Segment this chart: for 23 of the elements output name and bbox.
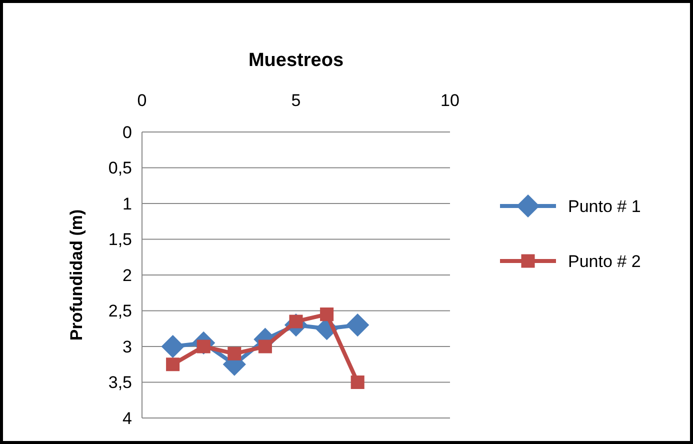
point [346, 314, 369, 336]
y-tick-label: 2 [122, 266, 132, 285]
y-tick-label: 0 [122, 122, 132, 142]
point [258, 340, 272, 354]
y-tick-label: 1 [122, 194, 132, 214]
chart-title: Muestreos [248, 50, 344, 71]
y-tick-label: 3 [122, 337, 132, 356]
y-tick-label: 4 [122, 408, 132, 428]
point [228, 346, 242, 360]
point [350, 375, 364, 390]
x-tick-label: 0 [137, 91, 147, 110]
point [166, 358, 180, 372]
x-tick-label: 10 [440, 91, 460, 110]
point [320, 308, 334, 322]
y-tick-label: 1,5 [108, 230, 132, 250]
y-axis-title: Profundidad (m) [67, 209, 86, 341]
legend-label: Punto # 1 [568, 196, 641, 216]
y-tick-label: 2,5 [108, 302, 132, 321]
x-tick-label: 5 [291, 91, 301, 110]
y-tick-label: 0,5 [108, 158, 132, 178]
y-tick-label: 3,5 [108, 373, 132, 392]
point [161, 335, 184, 358]
legend-label: Punto # 2 [568, 252, 641, 271]
